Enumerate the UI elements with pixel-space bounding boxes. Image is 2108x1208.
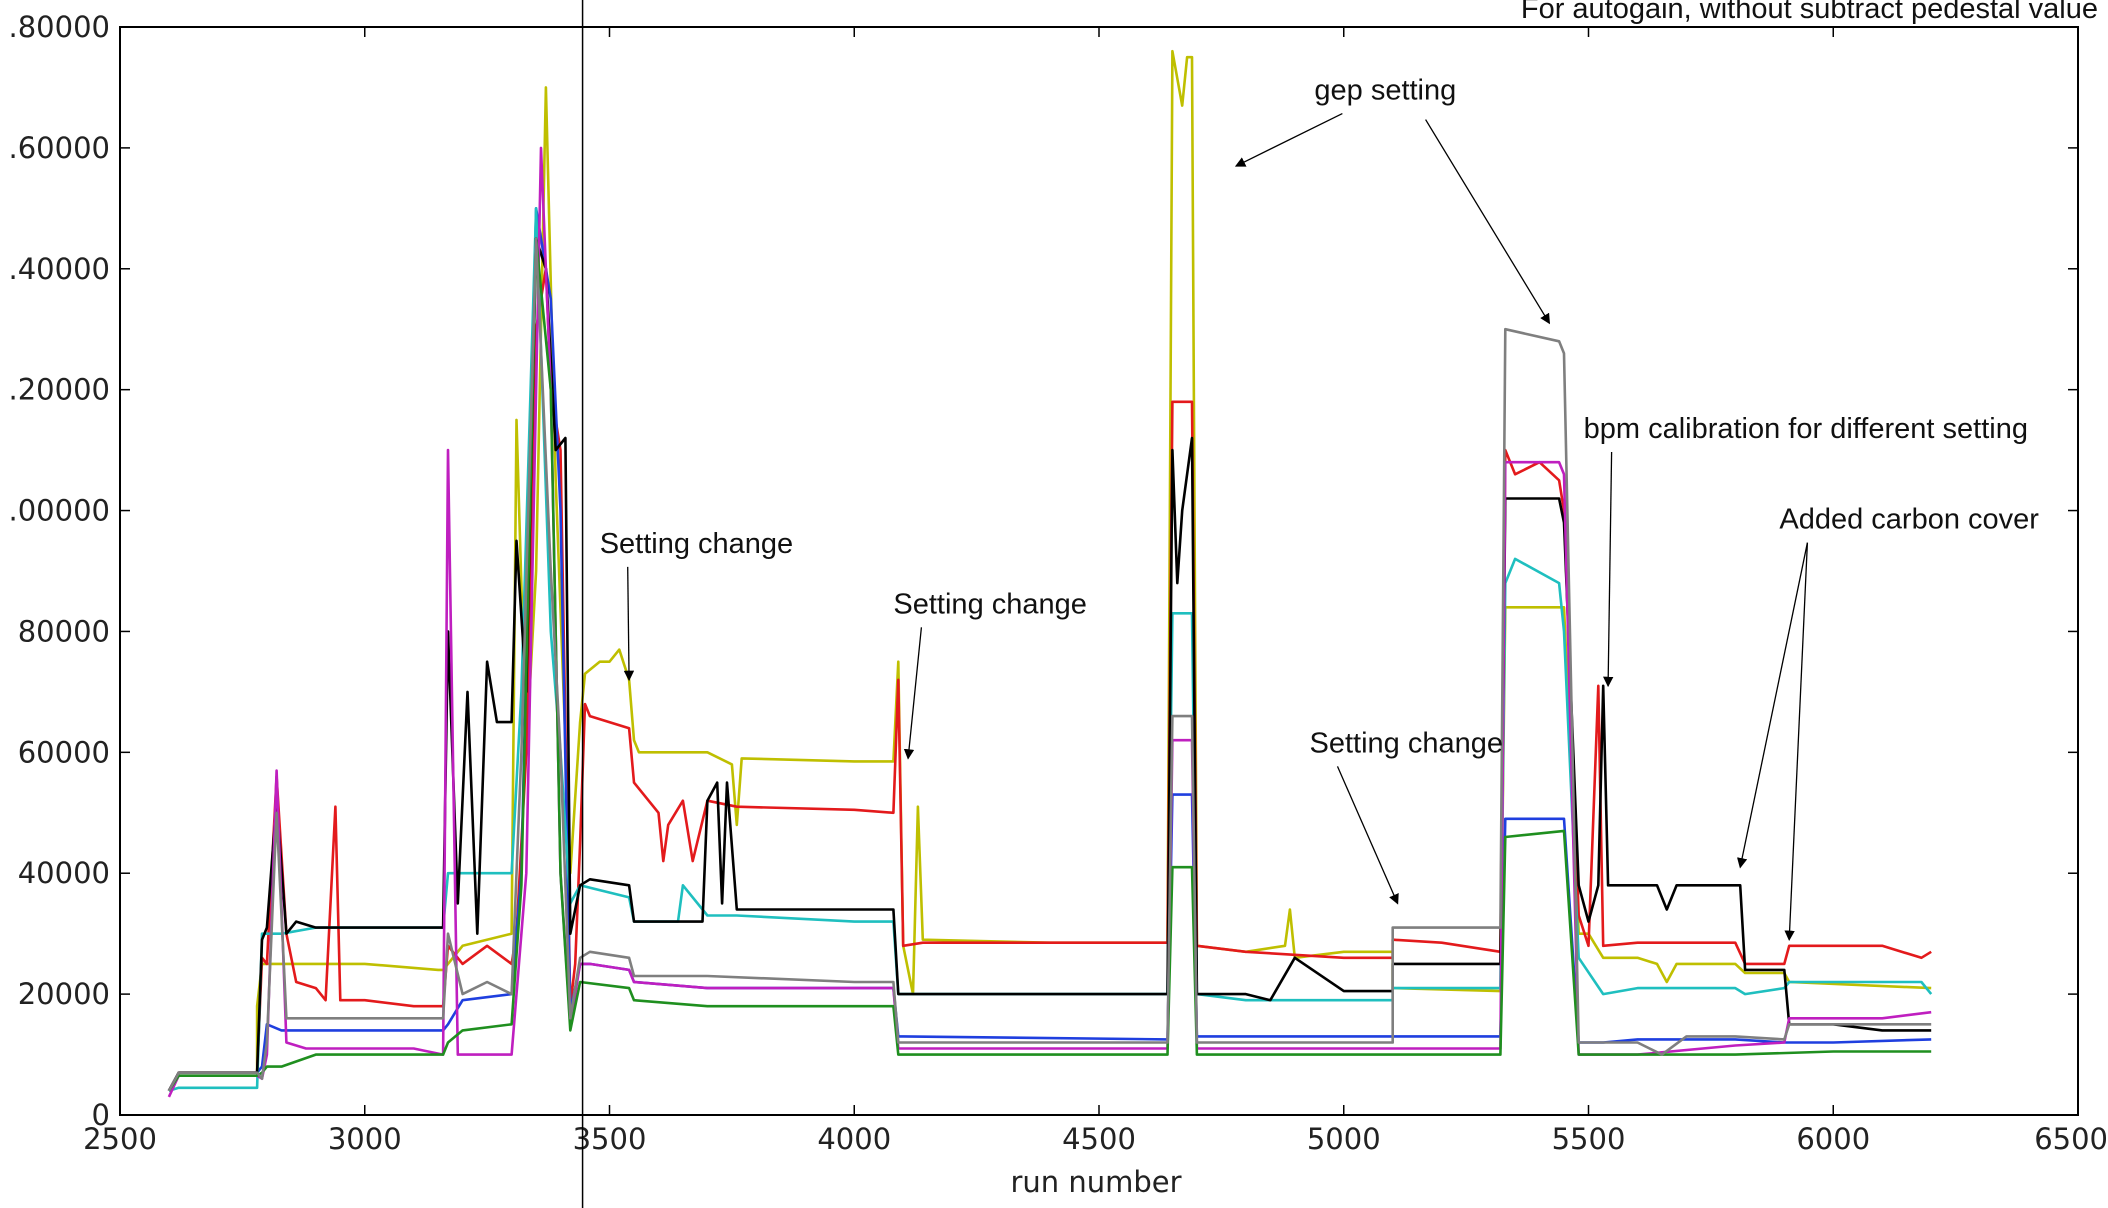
x-tick-label-3: 4000 — [817, 1122, 891, 1156]
annotation-label-0: Setting change — [600, 528, 793, 560]
annotation-arrow-5 — [1736, 542, 1809, 869]
x-tick-label-7: 6000 — [1796, 1122, 1870, 1156]
annotation-label-5: Added carbon cover — [1779, 504, 2039, 536]
chart-note: For autogain, without subtract pedestal … — [1521, 0, 2098, 25]
series-line-5 — [167, 146, 1932, 1098]
y-tick-label-0: 0 — [92, 1098, 110, 1132]
annotation-arrow-7 — [1425, 119, 1551, 325]
x-axis-label: run number — [1010, 1165, 1181, 1199]
y-tick-label-5: .00000 — [9, 494, 110, 528]
x-tick-label-8: 6500 — [2034, 1122, 2108, 1156]
y-tick-label-1: 20000 — [18, 977, 110, 1011]
x-tick-label-1: 3000 — [328, 1122, 402, 1156]
annotation-arrow-3 — [1336, 766, 1399, 905]
annotation-arrow-4 — [1603, 452, 1614, 688]
y-tick-label-7: .40000 — [9, 252, 110, 286]
y-tick-label-8: .60000 — [9, 131, 110, 165]
series-line-4 — [167, 237, 1932, 1092]
series-line-7 — [167, 237, 1932, 1092]
annotation-arrow-2 — [1234, 112, 1343, 167]
x-tick-label-5: 5000 — [1307, 1122, 1381, 1156]
x-tick-label-4: 4500 — [1062, 1122, 1136, 1156]
annotation-arrow-0 — [623, 566, 635, 682]
y-tick-label-4: 80000 — [18, 614, 110, 648]
x-tick-label-2: 3500 — [573, 1122, 647, 1156]
annotation-arrow-6 — [1784, 542, 1809, 942]
annotation-label-1: Setting change — [893, 588, 1086, 620]
y-tick-label-3: 60000 — [18, 735, 110, 769]
y-tick-label-2: 40000 — [18, 856, 110, 890]
annotation-label-4: bpm calibration for different setting — [1584, 413, 2028, 445]
x-tick-label-0: 2500 — [83, 1122, 157, 1156]
y-tick-label-9: .80000 — [9, 10, 110, 44]
annotation-label-2: gep setting — [1314, 75, 1456, 107]
plot-background — [120, 27, 2078, 1115]
y-tick-label-6: .20000 — [9, 373, 110, 407]
annotation-label-3: Setting change — [1309, 727, 1502, 759]
annotation-arrow-1 — [903, 627, 923, 760]
series-line-6 — [167, 237, 1932, 1092]
x-tick-label-6: 5500 — [1552, 1122, 1626, 1156]
